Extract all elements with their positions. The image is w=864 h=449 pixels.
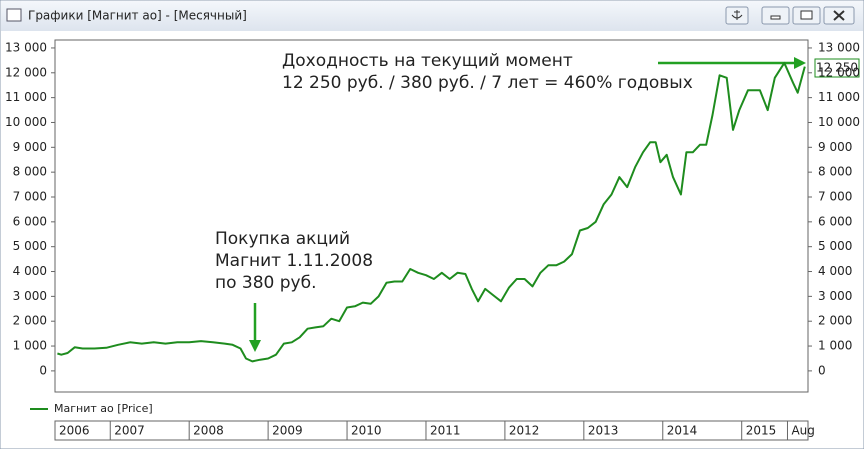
y-tick-label: 9 000 — [13, 140, 47, 154]
price-line — [57, 61, 806, 363]
y-tick-label: 7 000 — [13, 189, 47, 203]
maximize-icon — [800, 10, 813, 20]
y-tick-label: 4 000 — [13, 264, 47, 278]
title-bar — [1, 1, 863, 31]
pin-icon — [731, 10, 743, 20]
legend-label: Магнит ао [Price] — [54, 402, 153, 415]
annotation: Покупка акций — [215, 229, 350, 249]
last-value-box — [814, 58, 860, 78]
y2-tick-label: 0 — [818, 363, 826, 377]
x-tick-label: 2012 — [509, 424, 540, 438]
plot-frame — [54, 39, 809, 393]
x-tick-label: 2015 — [746, 424, 777, 438]
x-tick-label: 2010 — [351, 424, 382, 438]
arrow-head — [794, 57, 806, 69]
y-tick-label: 12 000 — [5, 65, 47, 79]
y2-tick-label: 12 000 — [818, 65, 860, 79]
y-tick-label: 8 000 — [13, 165, 47, 179]
y2-tick-label: 6 000 — [818, 214, 852, 228]
close-icon — [833, 10, 845, 21]
y-tick-label: 3 000 — [13, 289, 47, 303]
y2-tick-label: 4 000 — [818, 264, 852, 278]
y-tick-label: 5 000 — [13, 239, 47, 253]
minimize-icon — [770, 15, 781, 20]
y2-tick-label: 3 000 — [818, 289, 852, 303]
x-tick-label: 2013 — [588, 424, 619, 438]
y-tick-label: 10 000 — [5, 115, 47, 129]
y-tick-label: 0 — [39, 363, 47, 377]
y-tick-label: 1 000 — [13, 339, 47, 353]
x-tick-label: 2008 — [193, 424, 224, 438]
y2-tick-label: 1 000 — [818, 339, 852, 353]
last-value-label: 12 250 — [816, 61, 858, 75]
annotation: по 380 руб. — [215, 273, 317, 293]
x-tick-label: 2006 — [59, 424, 90, 438]
y2-tick-label: 13 000 — [818, 40, 860, 54]
y2-tick-label: 8 000 — [818, 165, 852, 179]
window-title: Графики [Магнит ао] - [Месячный] — [28, 9, 247, 23]
y-tick-label: 11 000 — [5, 90, 47, 104]
annotation: 12 250 руб. / 380 руб. / 7 лет = 460% го… — [282, 73, 693, 93]
x-tick-label: 2014 — [667, 424, 698, 438]
y2-tick-label: 7 000 — [818, 189, 852, 203]
y2-tick-label: 9 000 — [818, 140, 852, 154]
annotation: Магнит 1.11.2008 — [215, 251, 373, 271]
annotation: Доходность на текущий момент — [282, 51, 573, 71]
y2-tick-label: 11 000 — [818, 90, 860, 104]
y-tick-label: 13 000 — [5, 40, 47, 54]
y2-tick-label: 2 000 — [818, 314, 852, 328]
y-tick-label: 6 000 — [13, 214, 47, 228]
x-tick-label: 2007 — [114, 424, 145, 438]
y2-tick-label: 10 000 — [818, 115, 860, 129]
x-tick-label: 2009 — [272, 424, 303, 438]
y-tick-label: 2 000 — [13, 314, 47, 328]
x-tick-label: Aug — [791, 424, 814, 438]
arrow-head — [249, 340, 261, 352]
window-icon — [6, 8, 22, 22]
y2-tick-label: 5 000 — [818, 239, 852, 253]
x-tick-label: 2011 — [430, 424, 461, 438]
